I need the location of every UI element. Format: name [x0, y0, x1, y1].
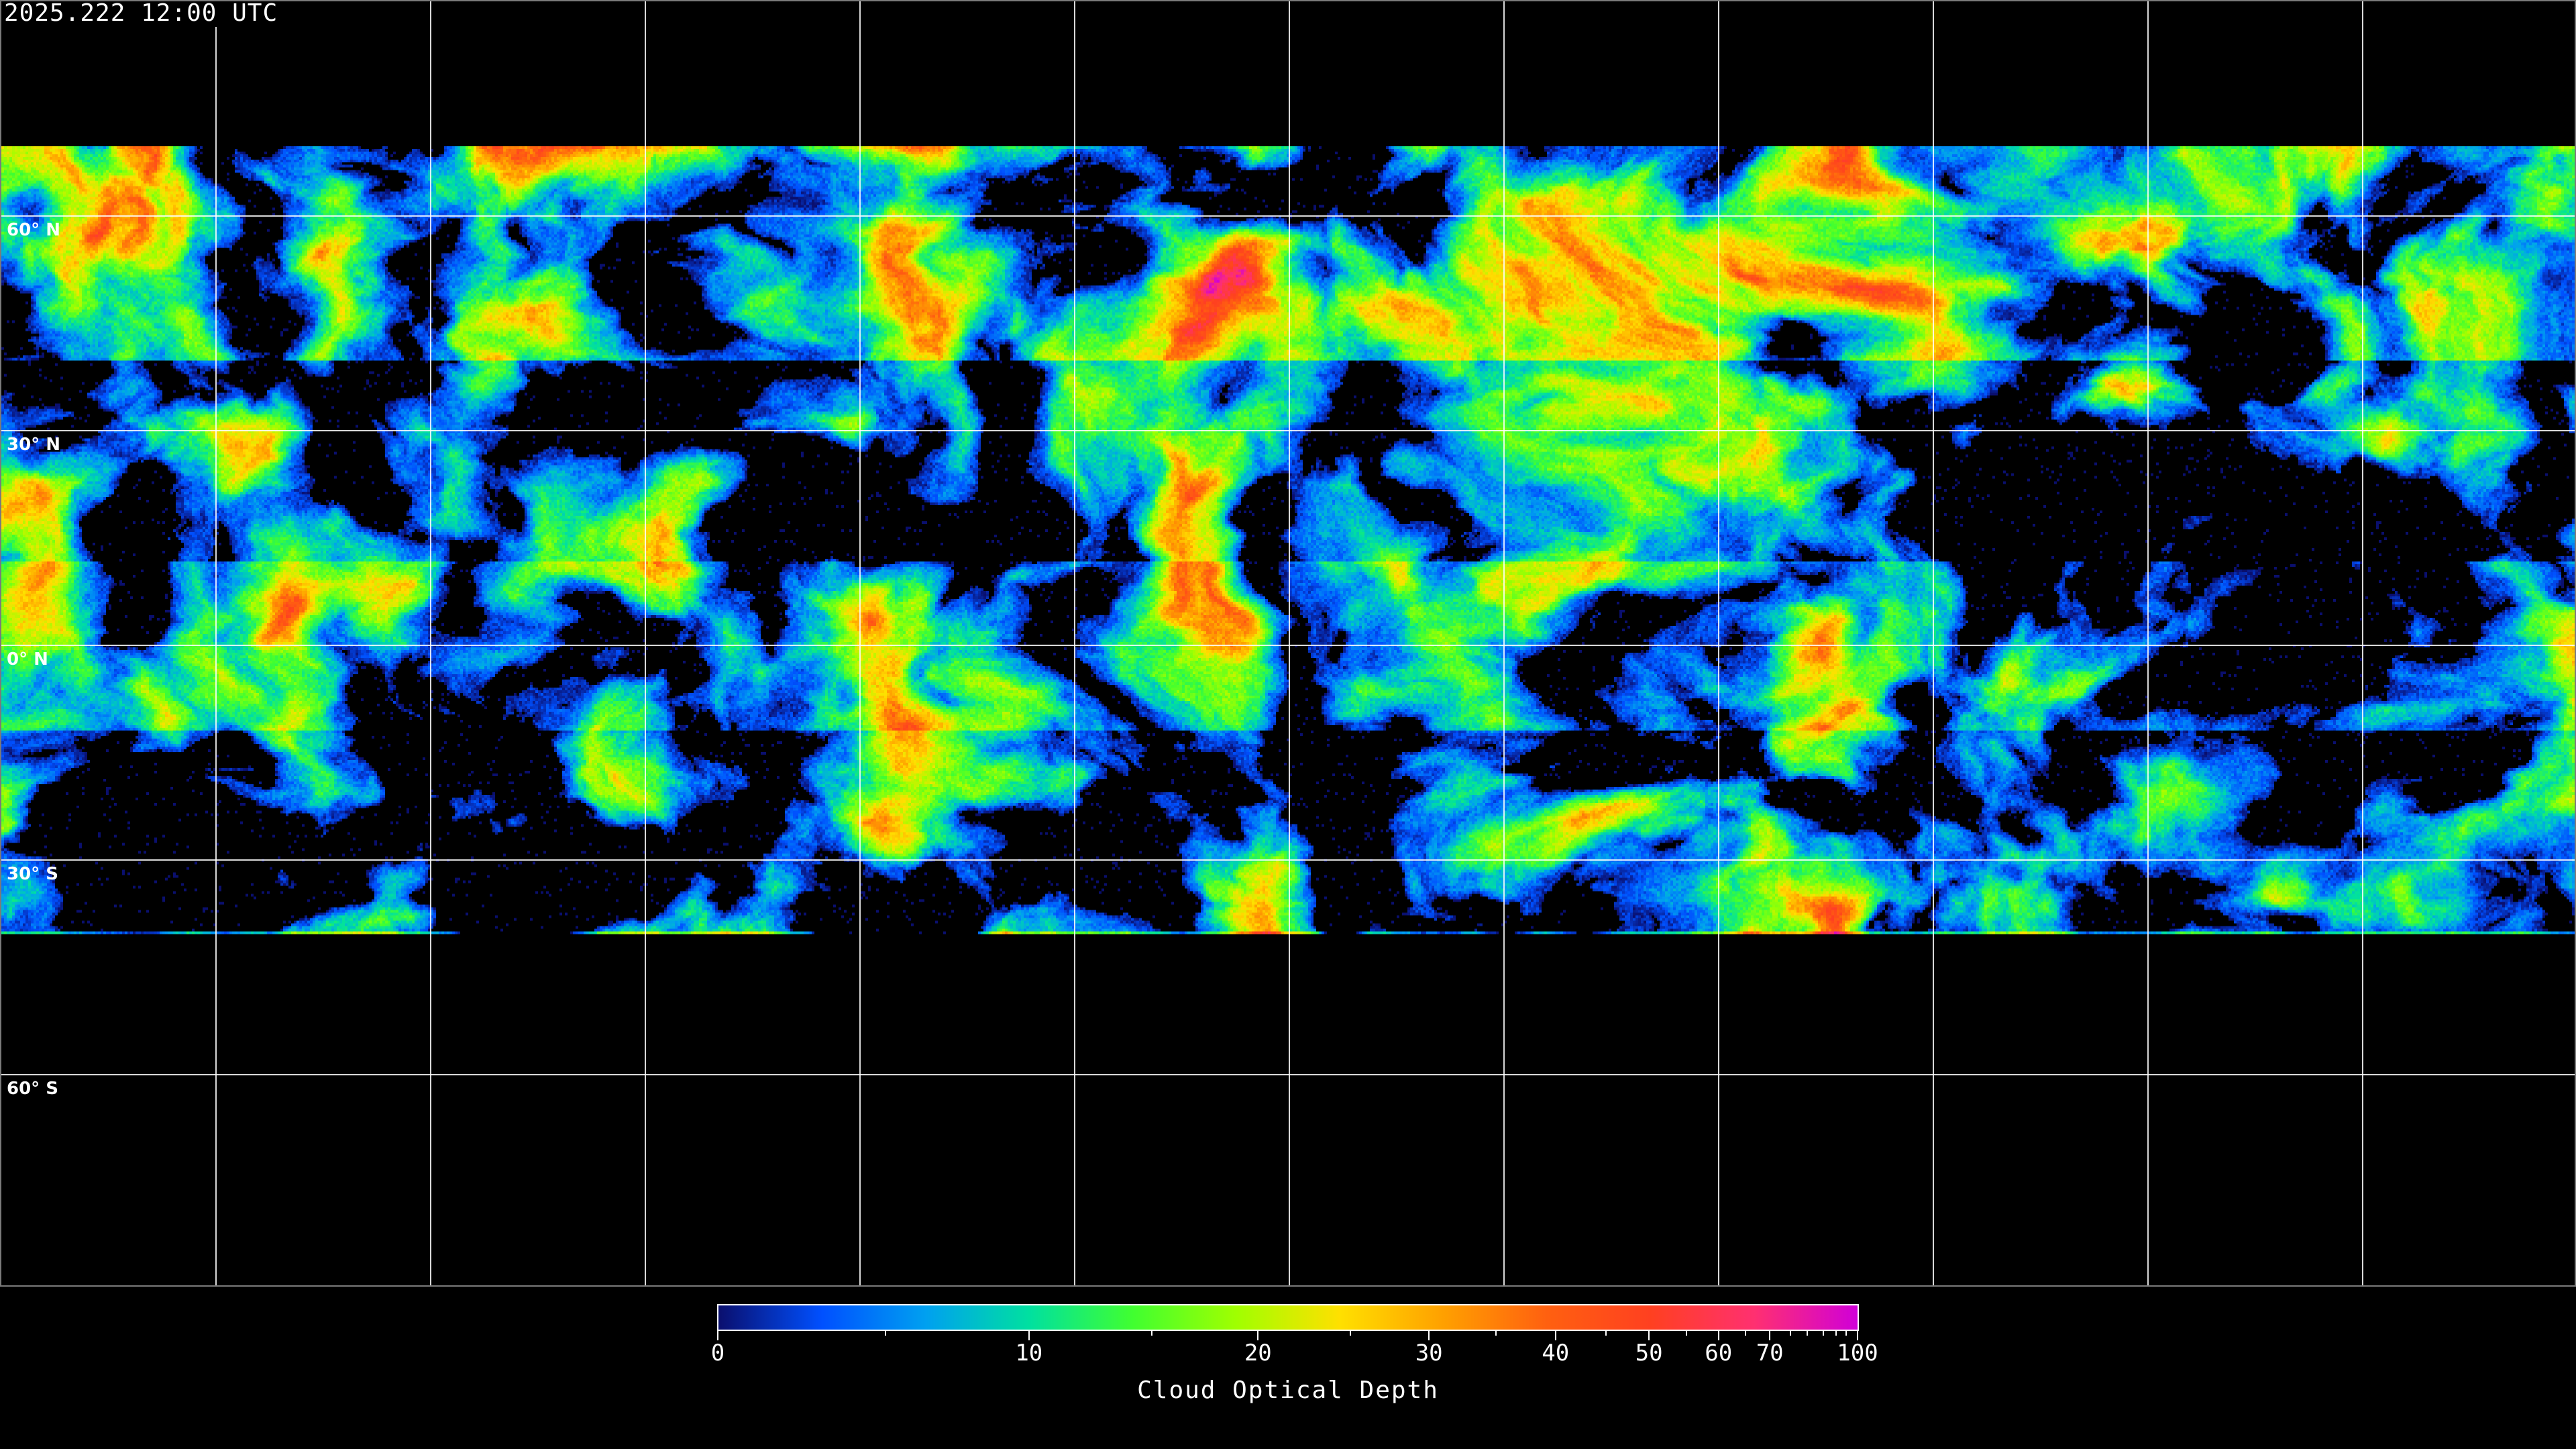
- colorbar-major-tick: [717, 1331, 718, 1340]
- colorbar-tick-label: 0: [710, 1340, 725, 1366]
- latitude-label: 30° S: [7, 864, 58, 884]
- colorbar-major-tick: [1257, 1331, 1259, 1340]
- colorbar-tick-label: 100: [1837, 1340, 1878, 1366]
- colorbar-major-tick: [1857, 1331, 1858, 1340]
- colorbar: [717, 1304, 1859, 1331]
- colorbar-label: Cloud Optical Depth: [1137, 1377, 1439, 1404]
- colorbar-major-tick: [1554, 1331, 1556, 1340]
- latitude-label: 60° N: [7, 220, 60, 240]
- latitude-label: 60° S: [7, 1079, 58, 1099]
- colorbar-tick-label: 70: [1756, 1340, 1784, 1366]
- colorbar-minor-tick: [1823, 1331, 1825, 1336]
- latitude-label: 0° N: [7, 649, 48, 669]
- colorbar-minor-tick: [1745, 1331, 1747, 1336]
- colorbar-major-tick: [1769, 1331, 1771, 1340]
- colorbar-minor-tick: [1789, 1331, 1791, 1336]
- colorbar-major-tick: [1428, 1331, 1430, 1340]
- colorbar-minor-tick: [1605, 1331, 1607, 1336]
- colorbar-major-tick: [1648, 1331, 1650, 1340]
- colorbar-tick-label: 20: [1244, 1340, 1272, 1366]
- colorbar-minor-tick: [1151, 1331, 1153, 1336]
- latitude-label: 30° N: [7, 435, 60, 455]
- cloud-optical-depth-map: 60° N 30° N 0° N 30° S 60° S: [0, 0, 2576, 1287]
- colorbar-minor-tick: [1835, 1331, 1837, 1336]
- colorbar-minor-tick: [1495, 1331, 1497, 1336]
- colorbar-tick-label: 50: [1635, 1340, 1663, 1366]
- colorbar-minor-tick: [884, 1331, 886, 1336]
- colorbar-tick-label: 30: [1415, 1340, 1443, 1366]
- colorbar-tick-label: 10: [1015, 1340, 1043, 1366]
- colorbar-tick-label: 40: [1542, 1340, 1570, 1366]
- colorbar-major-tick: [1028, 1331, 1030, 1340]
- colorbar-tick-label: 60: [1705, 1340, 1733, 1366]
- timestamp-title: 2025.222 12:00 UTC: [4, 1, 281, 27]
- graticule: [1, 1, 2575, 1285]
- colorbar-minor-tick: [1349, 1331, 1351, 1336]
- colorbar-major-tick: [1717, 1331, 1719, 1340]
- colorbar-minor-tick: [1686, 1331, 1688, 1336]
- colorbar-minor-tick: [1845, 1331, 1847, 1336]
- colorbar-minor-tick: [1807, 1331, 1809, 1336]
